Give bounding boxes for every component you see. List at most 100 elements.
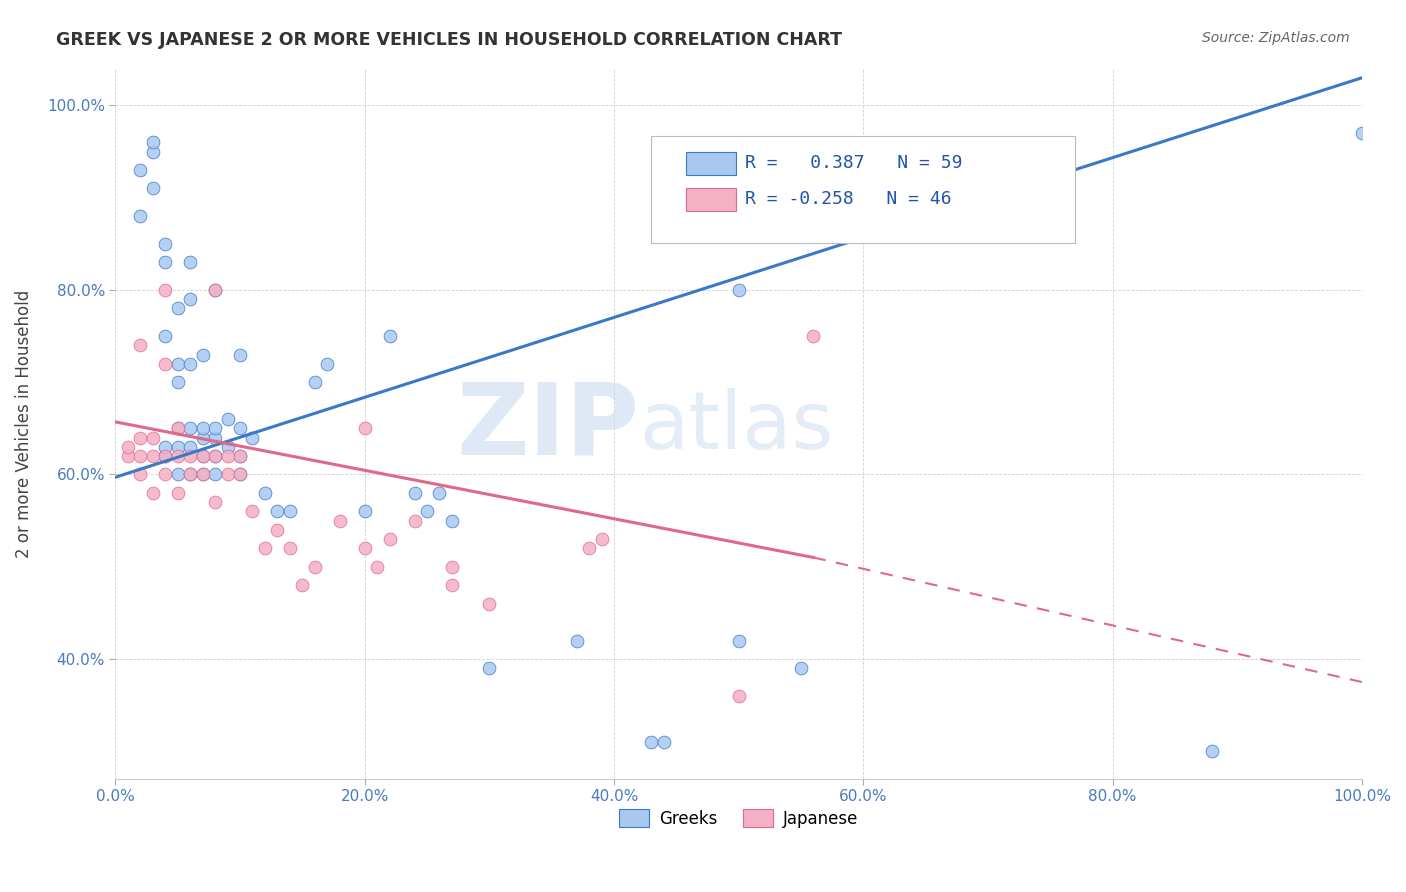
Point <box>253 486 276 500</box>
Text: R = -0.258   N = 46: R = -0.258 N = 46 <box>745 189 952 208</box>
Point <box>278 541 301 556</box>
Point <box>153 467 176 482</box>
Point <box>191 467 214 482</box>
Point <box>478 661 501 675</box>
Point <box>117 440 139 454</box>
Point <box>204 467 226 482</box>
Point <box>153 449 176 463</box>
Point <box>217 449 239 463</box>
Point <box>304 559 326 574</box>
Point <box>153 236 176 251</box>
Point <box>229 467 252 482</box>
Point <box>129 163 152 178</box>
Point <box>304 375 326 389</box>
Point <box>204 283 226 297</box>
Point <box>142 431 165 445</box>
Point <box>565 633 588 648</box>
Text: ZIP: ZIP <box>456 379 638 475</box>
Point <box>727 633 749 648</box>
Point <box>166 440 188 454</box>
Point <box>142 145 165 159</box>
Point <box>129 338 152 352</box>
Point <box>353 421 375 435</box>
Point <box>1201 744 1223 758</box>
Point <box>591 532 613 546</box>
Point <box>217 412 239 426</box>
Point <box>142 449 165 463</box>
Legend: Greeks, Japanese: Greeks, Japanese <box>613 803 865 835</box>
Point <box>278 504 301 518</box>
Point <box>129 431 152 445</box>
Bar <box>686 153 737 175</box>
Point <box>179 255 201 269</box>
Point <box>204 421 226 435</box>
Point <box>353 504 375 518</box>
Point <box>204 449 226 463</box>
Point <box>803 329 825 343</box>
Point <box>166 301 188 316</box>
Point <box>191 431 214 445</box>
Text: R =   0.387   N = 59: R = 0.387 N = 59 <box>745 154 962 172</box>
Point <box>117 449 139 463</box>
Point <box>129 449 152 463</box>
Point <box>366 559 388 574</box>
Point <box>166 486 188 500</box>
Point <box>217 467 239 482</box>
Point <box>153 255 176 269</box>
Point <box>253 541 276 556</box>
Point <box>166 467 188 482</box>
Point <box>266 523 288 537</box>
Point <box>727 689 749 703</box>
Point <box>440 514 463 528</box>
Point <box>353 541 375 556</box>
Point <box>191 347 214 361</box>
Point <box>329 514 352 528</box>
Point <box>166 421 188 435</box>
Point <box>416 504 439 518</box>
Point <box>153 357 176 371</box>
Point <box>229 449 252 463</box>
Point <box>204 431 226 445</box>
Y-axis label: 2 or more Vehicles in Household: 2 or more Vehicles in Household <box>15 290 32 558</box>
Point <box>204 495 226 509</box>
Point <box>179 440 201 454</box>
Point <box>440 578 463 592</box>
Point <box>440 559 463 574</box>
Point <box>129 467 152 482</box>
Point <box>229 449 252 463</box>
Point <box>478 597 501 611</box>
Point <box>242 504 264 518</box>
Point <box>179 467 201 482</box>
Point <box>179 449 201 463</box>
Point <box>217 440 239 454</box>
Point <box>179 292 201 306</box>
FancyBboxPatch shape <box>651 136 1076 243</box>
Point <box>142 136 165 150</box>
Text: GREEK VS JAPANESE 2 OR MORE VEHICLES IN HOUSEHOLD CORRELATION CHART: GREEK VS JAPANESE 2 OR MORE VEHICLES IN … <box>56 31 842 49</box>
Point <box>166 421 188 435</box>
Bar <box>686 188 737 211</box>
Point <box>291 578 314 592</box>
Point <box>153 440 176 454</box>
Point <box>378 532 401 546</box>
Point <box>229 347 252 361</box>
Point <box>266 504 288 518</box>
Point <box>179 467 201 482</box>
Point <box>142 486 165 500</box>
Point <box>191 449 214 463</box>
Point <box>204 449 226 463</box>
Point <box>166 375 188 389</box>
Point <box>229 467 252 482</box>
Point <box>191 421 214 435</box>
Point <box>153 329 176 343</box>
Point <box>179 357 201 371</box>
Point <box>179 421 201 435</box>
Point <box>153 283 176 297</box>
Point <box>640 735 662 749</box>
Point <box>129 209 152 223</box>
Point <box>1351 126 1374 140</box>
Point <box>790 661 813 675</box>
Point <box>191 467 214 482</box>
Point <box>429 486 451 500</box>
Point <box>578 541 600 556</box>
